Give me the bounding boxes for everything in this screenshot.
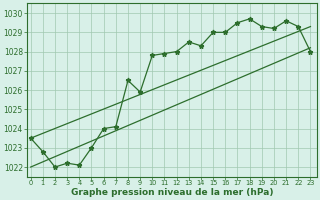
X-axis label: Graphe pression niveau de la mer (hPa): Graphe pression niveau de la mer (hPa)	[70, 188, 273, 197]
